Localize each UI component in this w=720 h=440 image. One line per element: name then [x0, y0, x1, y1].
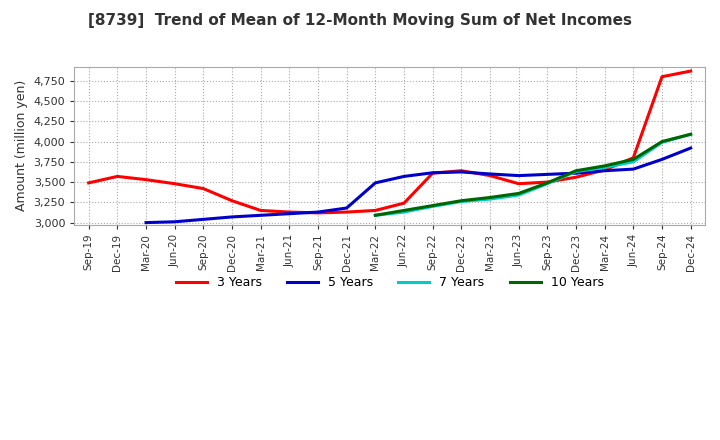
7 Years	[657, 140, 666, 145]
5 Years	[514, 173, 523, 178]
3 Years	[314, 210, 323, 216]
3 Years	[457, 168, 466, 173]
3 Years	[514, 181, 523, 186]
3 Years	[486, 173, 495, 178]
3 Years	[400, 201, 408, 206]
5 Years	[457, 169, 466, 175]
5 Years	[171, 219, 179, 224]
10 Years	[428, 203, 437, 208]
Text: [8739]  Trend of Mean of 12-Month Moving Sum of Net Incomes: [8739] Trend of Mean of 12-Month Moving …	[88, 13, 632, 28]
10 Years	[400, 208, 408, 213]
7 Years	[371, 213, 379, 218]
Line: 3 Years: 3 Years	[89, 71, 690, 213]
5 Years	[199, 217, 207, 222]
7 Years	[457, 199, 466, 204]
10 Years	[600, 163, 609, 169]
7 Years	[400, 209, 408, 215]
5 Years	[256, 213, 265, 218]
5 Years	[142, 220, 150, 225]
5 Years	[657, 157, 666, 162]
5 Years	[572, 171, 580, 176]
5 Years	[686, 145, 695, 150]
7 Years	[600, 165, 609, 170]
5 Years	[486, 171, 495, 176]
10 Years	[457, 198, 466, 203]
5 Years	[543, 172, 552, 177]
10 Years	[686, 132, 695, 137]
10 Years	[371, 213, 379, 218]
Legend: 3 Years, 5 Years, 7 Years, 10 Years: 3 Years, 5 Years, 7 Years, 10 Years	[171, 271, 609, 294]
5 Years	[600, 168, 609, 173]
10 Years	[572, 168, 580, 173]
10 Years	[514, 191, 523, 196]
5 Years	[371, 180, 379, 186]
3 Years	[629, 155, 638, 161]
3 Years	[228, 198, 236, 203]
10 Years	[543, 180, 552, 186]
5 Years	[342, 205, 351, 211]
7 Years	[686, 132, 695, 137]
3 Years	[113, 174, 122, 179]
3 Years	[285, 209, 294, 215]
5 Years	[228, 214, 236, 220]
Line: 10 Years: 10 Years	[375, 134, 690, 215]
3 Years	[657, 74, 666, 79]
7 Years	[572, 169, 580, 174]
3 Years	[600, 167, 609, 172]
Line: 7 Years: 7 Years	[375, 134, 690, 215]
10 Years	[486, 195, 495, 200]
3 Years	[543, 180, 552, 185]
7 Years	[514, 192, 523, 198]
3 Years	[256, 208, 265, 213]
5 Years	[428, 170, 437, 176]
5 Years	[629, 166, 638, 172]
Y-axis label: Amount (million yen): Amount (million yen)	[15, 80, 28, 212]
3 Years	[84, 180, 93, 186]
7 Years	[428, 204, 437, 209]
3 Years	[428, 171, 437, 176]
7 Years	[629, 159, 638, 165]
5 Years	[314, 209, 323, 215]
10 Years	[629, 157, 638, 162]
3 Years	[686, 68, 695, 73]
3 Years	[342, 209, 351, 215]
3 Years	[371, 208, 379, 213]
3 Years	[199, 186, 207, 191]
5 Years	[400, 174, 408, 179]
3 Years	[572, 175, 580, 180]
5 Years	[285, 211, 294, 216]
10 Years	[657, 139, 666, 144]
3 Years	[171, 181, 179, 186]
7 Years	[543, 181, 552, 186]
7 Years	[486, 196, 495, 202]
3 Years	[142, 177, 150, 182]
Line: 5 Years: 5 Years	[146, 148, 690, 223]
